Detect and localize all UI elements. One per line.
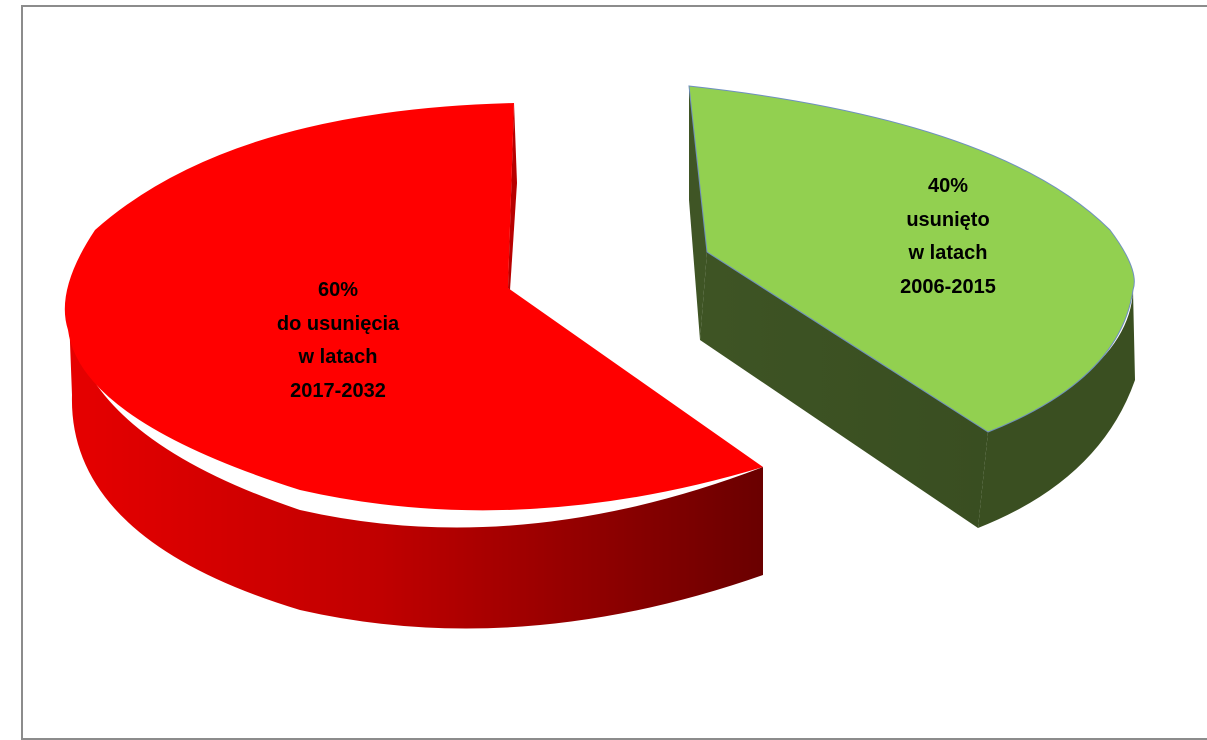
pie-slice-1-label: 40% usunięto w latach 2006-2015 — [900, 175, 996, 298]
pie-slice-0 — [64, 103, 763, 629]
slice-1-label-line-1: usunięto — [906, 209, 989, 231]
pie-slice-1-inner-side — [689, 86, 707, 340]
pie-slice-0-top — [64, 103, 763, 511]
pie-slice-0-inner-side — [508, 103, 517, 290]
slice-0-label-line-3: 2017-2032 — [290, 380, 386, 402]
pie-slice-1 — [688, 85, 1135, 528]
pie-slice-1-top — [688, 85, 1135, 433]
pie-slice-1-side — [978, 290, 1135, 528]
pie-slice-0-side — [67, 290, 763, 629]
slice-1-label-line-0: 40% — [928, 175, 968, 197]
pie-slice-0-label: 60% do usunięcia w latach 2017-2032 — [277, 279, 400, 402]
slice-1-label-line-2: w latach — [908, 242, 988, 264]
slice-1-label-line-3: 2006-2015 — [900, 276, 996, 298]
slice-0-label-line-1: do usunięcia — [277, 313, 400, 335]
slice-0-label-line-2: w latach — [298, 346, 378, 368]
slice-0-label-line-0: 60% — [318, 279, 358, 301]
pie-slice-1-cut — [700, 252, 988, 528]
